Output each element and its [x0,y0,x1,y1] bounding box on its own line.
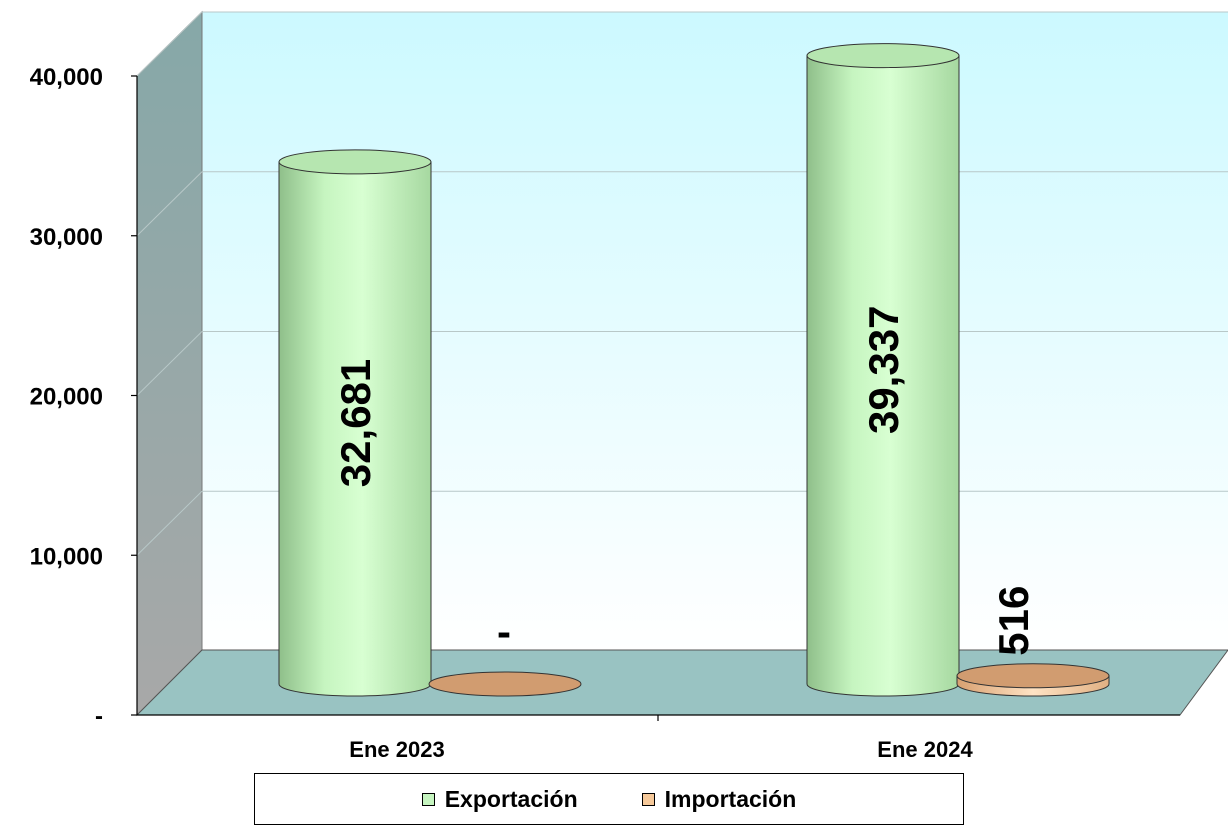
data-label: 39,337 [860,306,907,434]
data-label: 516 [990,586,1037,656]
legend-swatch-importacion [641,792,655,806]
data-label: - [497,608,511,655]
category-label: Ene 2023 [349,737,444,762]
data-labels: 32,681 - 39,337 516 [332,306,1037,656]
y-tick-label: 10,000 [30,543,103,570]
bar-body [278,161,432,697]
bar-exportacion [278,149,432,697]
bar-top [956,663,1110,689]
bar-importacion [428,671,582,697]
gridline-diagonal [136,331,203,396]
bar-top [428,671,582,697]
bar-exportacion [806,43,960,697]
y-tick-label: - [95,703,103,730]
bar-importacion [956,663,1110,697]
y-tick-labels: - 10,000 20,000 30,000 40,000 [30,64,659,730]
data-label: 32,681 [332,359,379,487]
chart: - 10,000 20,000 30,000 40,000 32,681 - 39,337 5… [30,10,1228,762]
gridline-diagonal [136,171,203,237]
legend-label-exportacion: Exportación [444,785,578,812]
bar-top [278,149,432,175]
bar-top [806,43,960,69]
legend-label-importacion: Importación [664,785,797,812]
y-tick-label: 20,000 [30,384,103,411]
legend-item-exportacion: Exportación [421,785,578,813]
bars [278,43,1110,697]
gridline-diagonal [136,11,203,77]
y-tick-label: 40,000 [30,64,103,91]
bar-body [806,55,960,697]
gridline-diagonal [136,490,203,556]
legend-swatch-exportacion [421,792,435,806]
legend-item-importacion: Importación [641,785,797,813]
y-tick-label: 30,000 [30,224,103,251]
category-labels: Ene 2023 Ene 2024 [349,737,973,762]
category-label: Ene 2024 [877,737,973,762]
legend: Exportación Importación [254,773,964,825]
